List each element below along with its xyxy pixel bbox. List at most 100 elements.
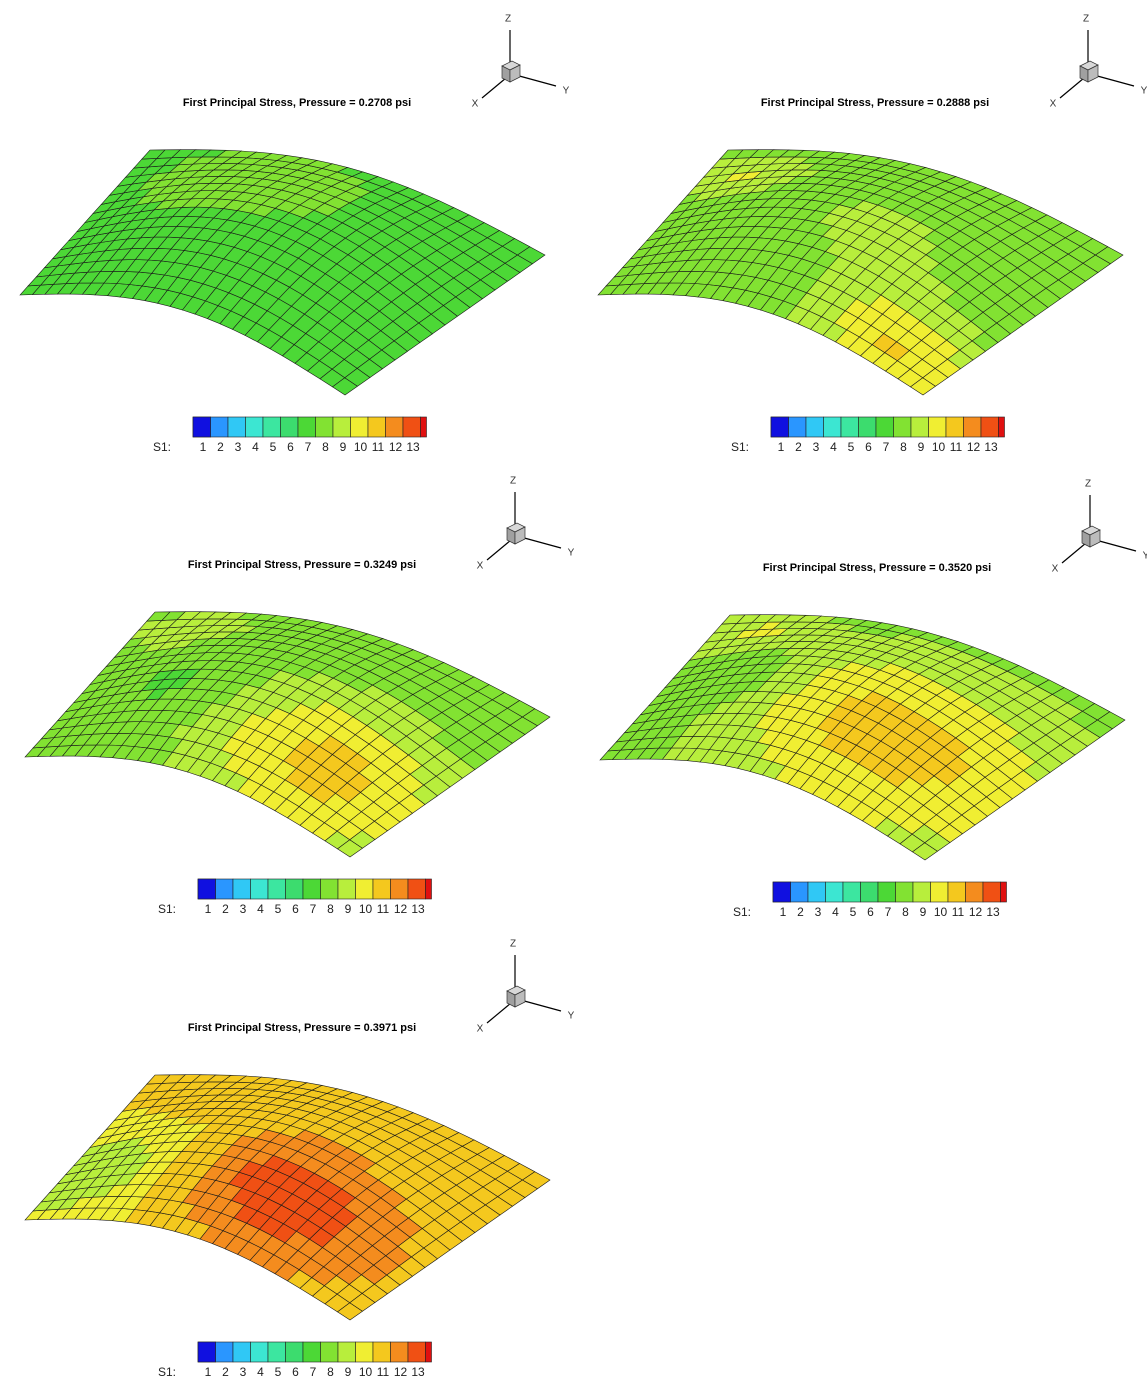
legend-level: 6 bbox=[865, 440, 872, 454]
legend-label: S1: bbox=[158, 1365, 176, 1379]
legend-level: 3 bbox=[813, 440, 820, 454]
legend: S1:12345678910111213 bbox=[731, 417, 1005, 454]
legend-level: 6 bbox=[292, 902, 299, 916]
axis-triad: Z Y X bbox=[477, 939, 575, 1035]
legend-level: 2 bbox=[217, 440, 224, 454]
legend-swatch bbox=[964, 417, 982, 437]
legend-swatch bbox=[791, 882, 809, 902]
legend-level: 5 bbox=[270, 440, 277, 454]
legend-swatch bbox=[233, 879, 251, 899]
panel: First Principal Stress, Pressure = 0.352… bbox=[600, 479, 1147, 920]
legend-swatch bbox=[1001, 882, 1007, 902]
legend-level: 5 bbox=[850, 905, 857, 919]
legend-first bbox=[771, 417, 789, 437]
panel-title: First Principal Stress, Pressure = 0.352… bbox=[763, 562, 991, 574]
legend-swatch bbox=[356, 1342, 374, 1362]
legend-label: S1: bbox=[158, 902, 176, 916]
legend-level: 3 bbox=[240, 902, 247, 916]
legend-level: 5 bbox=[275, 902, 282, 916]
legend-swatch bbox=[316, 417, 334, 437]
legend: S1:12345678910111213 bbox=[158, 1342, 432, 1379]
legend-level: 4 bbox=[252, 440, 259, 454]
x-axis bbox=[482, 78, 506, 98]
legend-swatch bbox=[386, 417, 404, 437]
legend-level: 9 bbox=[920, 905, 927, 919]
legend-swatch bbox=[303, 1342, 321, 1362]
legend-swatch bbox=[408, 1342, 426, 1362]
legend-level: 12 bbox=[967, 440, 981, 454]
legend-level: 5 bbox=[848, 440, 855, 454]
page: First Principal Stress, Pressure = 0.270… bbox=[0, 0, 1147, 1381]
legend-swatch bbox=[931, 882, 949, 902]
legend-swatch bbox=[911, 417, 929, 437]
legend-level: 9 bbox=[918, 440, 925, 454]
x-label: X bbox=[472, 99, 479, 110]
legend-level: 1 bbox=[780, 905, 787, 919]
axis-triad: ZYX bbox=[472, 14, 570, 110]
legend-label: S1: bbox=[731, 440, 749, 454]
legend-level: 1 bbox=[205, 902, 212, 916]
legend-level: 4 bbox=[832, 905, 839, 919]
legend-swatch bbox=[391, 879, 409, 899]
z-label: Z bbox=[510, 939, 516, 950]
legend-level: 11 bbox=[950, 440, 963, 454]
legend-label: S1: bbox=[153, 440, 171, 454]
legend-level: 10 bbox=[934, 905, 948, 919]
legend-swatch bbox=[426, 879, 432, 899]
x-axis bbox=[1060, 78, 1084, 98]
legend-level: 8 bbox=[900, 440, 907, 454]
legend-swatch bbox=[896, 882, 914, 902]
legend-swatch bbox=[841, 417, 859, 437]
legend-swatch bbox=[216, 1342, 234, 1362]
x-axis bbox=[1062, 543, 1086, 563]
z-label: Z bbox=[505, 14, 511, 25]
x-label: X bbox=[477, 1024, 484, 1035]
legend-swatch bbox=[824, 417, 842, 437]
legend-swatch bbox=[268, 879, 286, 899]
legend-level: 8 bbox=[327, 1365, 334, 1379]
legend-swatch bbox=[338, 879, 356, 899]
legend-level: 3 bbox=[235, 440, 242, 454]
legend-swatch bbox=[368, 417, 386, 437]
legend-level: 11 bbox=[377, 902, 390, 916]
legend-swatch bbox=[263, 417, 281, 437]
legend-first bbox=[193, 417, 211, 437]
z-label: Z bbox=[1083, 14, 1089, 25]
legend-level: 13 bbox=[986, 905, 1000, 919]
x-axis bbox=[487, 1003, 511, 1023]
legend-level: 13 bbox=[411, 1365, 425, 1379]
y-label: Y bbox=[568, 1011, 575, 1022]
x-label: X bbox=[477, 561, 484, 572]
legend-level: 1 bbox=[205, 1365, 212, 1379]
stress-surface bbox=[20, 150, 545, 395]
legend-swatch bbox=[333, 417, 351, 437]
legend-swatch bbox=[211, 417, 229, 437]
legend-swatch bbox=[913, 882, 931, 902]
legend-level: 9 bbox=[340, 440, 347, 454]
legend-swatch bbox=[876, 417, 894, 437]
legend-swatch bbox=[806, 417, 824, 437]
legend-first bbox=[198, 879, 216, 899]
legend-swatch bbox=[373, 1342, 391, 1362]
legend-swatch bbox=[966, 882, 984, 902]
legend-swatch bbox=[999, 417, 1005, 437]
legend-level: 12 bbox=[394, 902, 408, 916]
legend-swatch bbox=[983, 882, 1001, 902]
legend-swatch bbox=[929, 417, 947, 437]
legend-swatch bbox=[826, 882, 844, 902]
legend-level: 7 bbox=[310, 1365, 317, 1379]
legend-swatch bbox=[268, 1342, 286, 1362]
legend-swatch bbox=[286, 879, 304, 899]
legend-swatch bbox=[408, 879, 426, 899]
legend-level: 3 bbox=[815, 905, 822, 919]
x-axis bbox=[487, 540, 511, 560]
legend-level: 8 bbox=[902, 905, 909, 919]
x-label: X bbox=[1052, 564, 1059, 575]
legend-swatch bbox=[338, 1342, 356, 1362]
legend-level: 8 bbox=[327, 902, 334, 916]
legend-level: 13 bbox=[406, 440, 420, 454]
legend-level: 1 bbox=[778, 440, 785, 454]
legend-swatch bbox=[286, 1342, 304, 1362]
panel-title: First Principal Stress, Pressure = 0.324… bbox=[188, 559, 416, 571]
